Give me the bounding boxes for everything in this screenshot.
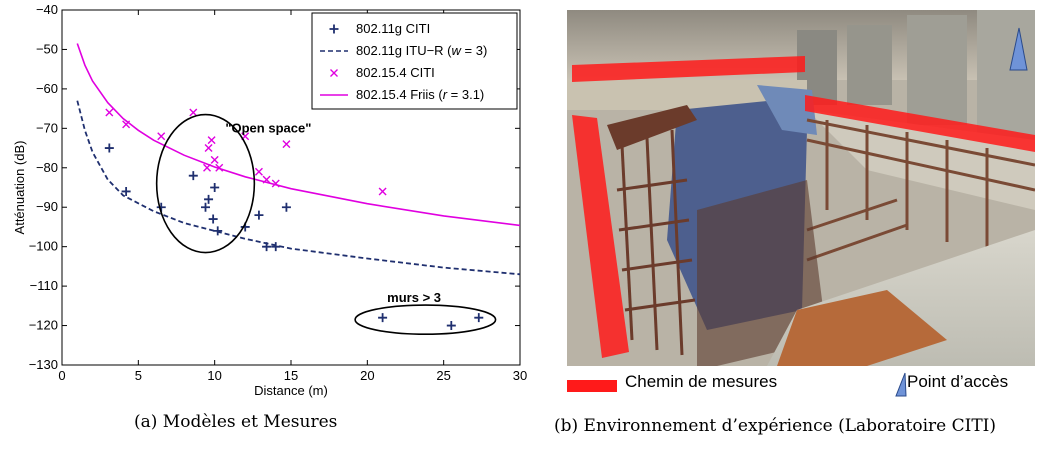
data-point-cross xyxy=(204,144,213,153)
x-tick-label: 0 xyxy=(58,368,65,383)
data-point-plus xyxy=(254,210,264,220)
x-tick-label: 15 xyxy=(284,368,298,383)
legend-entry-1: 802.11g ITU−R (w = 3) xyxy=(356,43,487,58)
y-tick-label: −120 xyxy=(29,318,58,333)
data-point-plus xyxy=(213,226,223,236)
data-point-plus xyxy=(378,313,388,323)
x-tick-label: 10 xyxy=(207,368,221,383)
y-tick-label: −70 xyxy=(36,120,58,135)
data-point-plus xyxy=(104,143,114,153)
y-tick-label: −80 xyxy=(36,160,58,175)
y-tick-label: −60 xyxy=(36,81,58,96)
data-point-plus xyxy=(204,194,214,204)
y-tick-label: −50 xyxy=(36,41,58,56)
data-point-cross xyxy=(378,187,387,196)
photo-legend: Chemin de mesures Point d’accès xyxy=(567,372,1035,398)
legend-marker-cross xyxy=(330,69,338,77)
caption-a: (a) Modèles et Mesures xyxy=(134,412,338,432)
y-axis-label: Atténuation (dB) xyxy=(12,141,27,235)
data-point-plus xyxy=(281,202,291,212)
data-point-cross xyxy=(210,155,219,164)
group-ellipse-0 xyxy=(155,113,256,254)
annotation-label-1: murs > 3 xyxy=(387,290,441,305)
data-point-plus xyxy=(271,242,281,252)
data-point-cross xyxy=(122,120,131,129)
x-tick-label: 30 xyxy=(513,368,527,383)
data-point-cross xyxy=(215,163,224,172)
data-point-cross xyxy=(203,163,212,172)
data-point-plus xyxy=(208,214,218,224)
data-point-cross xyxy=(207,136,216,145)
y-tick-label: −100 xyxy=(29,239,58,254)
data-point-cross xyxy=(157,132,166,141)
data-point-cross xyxy=(271,179,280,188)
data-point-cross xyxy=(262,175,271,184)
x-axis-label: Distance (m) xyxy=(254,383,328,398)
data-point-plus xyxy=(210,183,220,192)
data-point-plus xyxy=(121,186,131,196)
y-tick-label: −40 xyxy=(36,2,58,17)
data-point-plus xyxy=(188,171,198,181)
caption-b: (b) Environnement d’expérience (Laborato… xyxy=(554,416,997,436)
data-point-cross xyxy=(189,108,198,117)
plot-area: 0 5 10 15 20 25 30 −40 −50 −60 −70 −80 −90 −100 −110 −1… xyxy=(12,2,527,398)
measurement-path-swatch xyxy=(567,380,617,392)
legend-marker-plus xyxy=(329,24,339,34)
data-point-cross xyxy=(254,167,263,176)
data-point-plus xyxy=(446,321,456,331)
y-tick-label: −110 xyxy=(30,278,58,293)
annotation-label-0: "Open space" xyxy=(225,120,311,135)
data-point-plus xyxy=(156,202,166,212)
legend-box xyxy=(311,12,518,110)
legend-entry-0: 802.11g CITI xyxy=(356,21,430,36)
chart-a: 0 5 10 15 20 25 30 −40 −50 −60 −70 −80 −90 −100 −110 −1… xyxy=(12,2,527,398)
y-tick-label: −130 xyxy=(29,357,58,372)
series-line-1 xyxy=(76,43,520,227)
x-tick-label: 25 xyxy=(436,368,450,383)
data-point-cross xyxy=(282,140,291,149)
access-point-label: Point d’accès xyxy=(907,372,1009,391)
lab-photo xyxy=(567,10,1035,366)
x-tick-label: 20 xyxy=(360,368,374,383)
measurement-path-label: Chemin de mesures xyxy=(625,372,778,391)
data-point-plus xyxy=(474,313,484,323)
data-point-plus xyxy=(262,242,272,252)
series-line-0 xyxy=(76,100,520,276)
legend-entry-2: 802.15.4 CITI xyxy=(356,65,435,80)
data-point-cross xyxy=(105,108,114,117)
access-point-icon xyxy=(895,372,907,397)
y-tick-label: −90 xyxy=(36,199,58,214)
x-tick-label: 5 xyxy=(135,368,142,383)
legend-entry-3: 802.15.4 Friis (r = 3.1) xyxy=(356,87,484,102)
data-point-plus xyxy=(201,202,211,212)
group-ellipse-1 xyxy=(354,304,497,336)
